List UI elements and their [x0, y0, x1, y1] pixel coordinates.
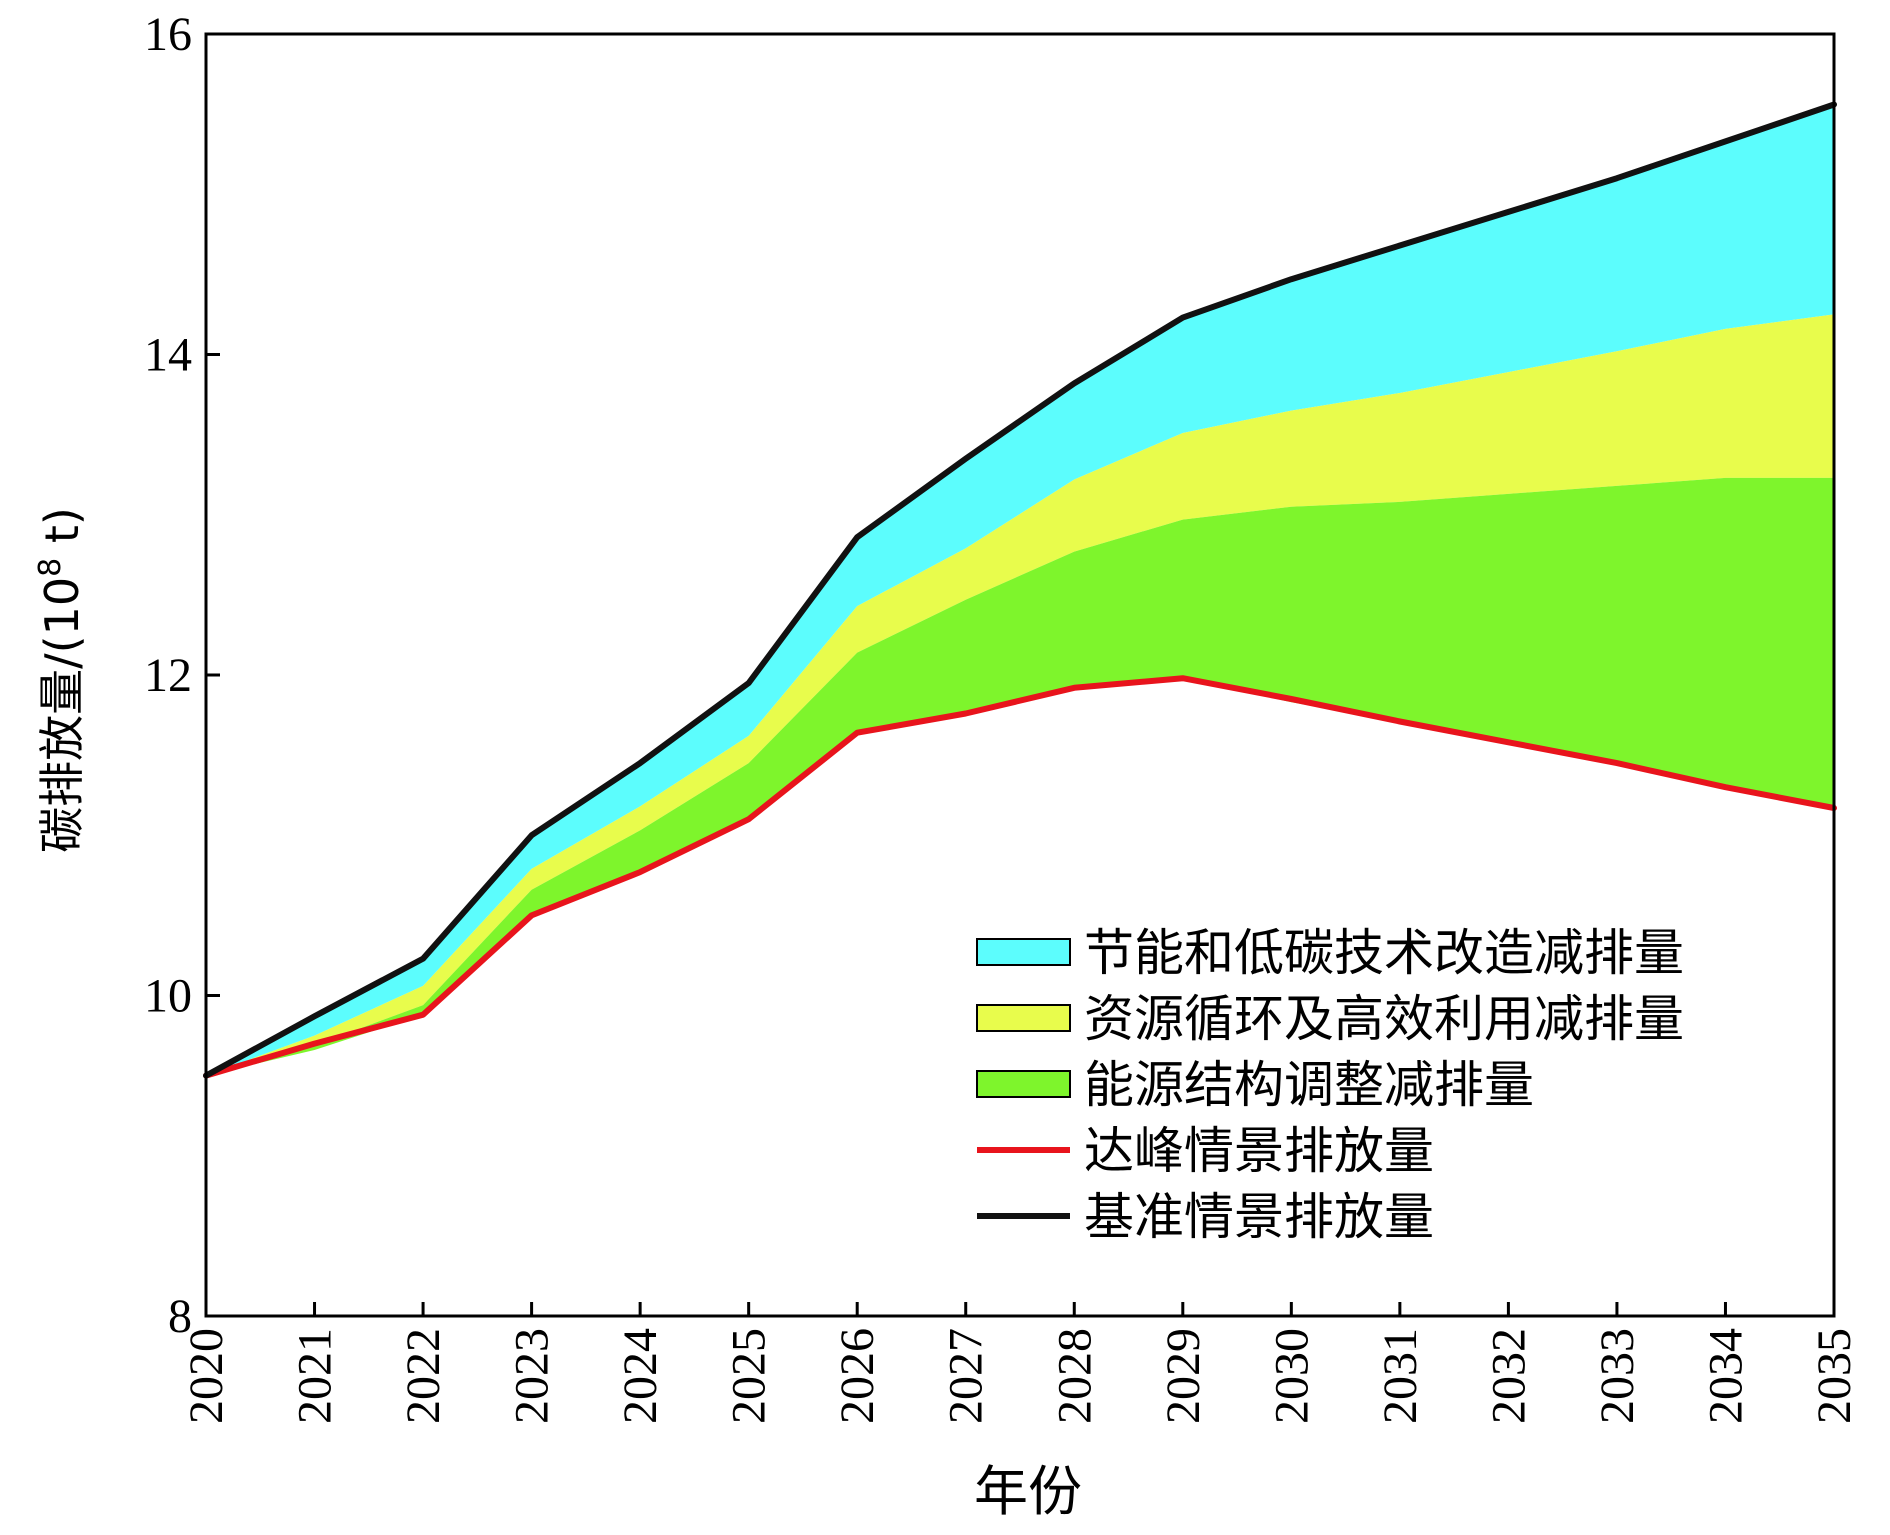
area-band-3	[206, 477, 1834, 1076]
x-tick-label: 2027	[940, 1328, 993, 1424]
x-tick-label: 2035	[1808, 1328, 1861, 1424]
series-lines	[203, 101, 1837, 1079]
y-axis-label-exponent: 8	[33, 558, 68, 577]
y-axis-label-unit: t)	[35, 507, 89, 558]
x-tick-label: 2024	[614, 1328, 667, 1424]
area-band-2	[206, 314, 1834, 1076]
legend-label: 达峰情景排放量	[1084, 1122, 1434, 1180]
legend-swatch	[976, 1070, 1071, 1098]
x-tick-label: 2021	[289, 1328, 342, 1424]
x-tick-label: 2020	[180, 1328, 233, 1424]
x-tick-label: 2030	[1265, 1328, 1318, 1424]
y-tick-label: 16	[144, 8, 192, 61]
x-tick-label: 2022	[397, 1328, 450, 1424]
x-tick-label: 2032	[1482, 1328, 1535, 1424]
y-tick-label: 10	[144, 970, 192, 1023]
legend-label: 节能和低碳技术改造减排量	[1084, 924, 1684, 982]
y-axis-label-main: 碳排放量/(10	[35, 577, 89, 853]
y-tick-label: 14	[144, 329, 192, 382]
y-tick-label: 12	[144, 649, 192, 702]
legend-swatch	[976, 1004, 1071, 1032]
x-tick-label: 2031	[1374, 1328, 1427, 1424]
legend-swatch	[976, 938, 1071, 966]
legend-label: 能源结构调整减排量	[1084, 1056, 1534, 1114]
x-tick-label: 2023	[506, 1328, 559, 1424]
x-axis: 2020 2021 2022 2023 2024 2025 2026 2027 2028 2029…	[180, 1302, 1861, 1424]
y-axis: 8 10 12 14 16	[144, 8, 220, 1343]
legend: 节能和低碳技术改造减排量资源循环及高效利用减排量能源结构调整减排量达峰情景排放量…	[976, 924, 1684, 1246]
x-tick-label: 2028	[1048, 1328, 1101, 1424]
legend-label: 基准情景排放量	[1084, 1188, 1434, 1246]
series-line-2	[203, 101, 1837, 1079]
x-tick-label: 2034	[1700, 1328, 1753, 1424]
x-tick-label: 2025	[723, 1328, 776, 1424]
x-axis-label: 年份	[974, 1460, 1082, 1523]
area-band-1	[206, 104, 1834, 1076]
y-tick-label: 8	[168, 1290, 192, 1343]
x-tick-label: 2026	[831, 1328, 884, 1424]
x-tick-label: 2033	[1591, 1328, 1644, 1424]
series-line-1	[203, 675, 1837, 1079]
area-bands	[206, 104, 1834, 1076]
x-tick-label: 2029	[1157, 1328, 1210, 1424]
y-axis-label: 碳排放量/(108 t)	[33, 507, 89, 853]
legend-label: 资源循环及高效利用减排量	[1084, 990, 1684, 1048]
